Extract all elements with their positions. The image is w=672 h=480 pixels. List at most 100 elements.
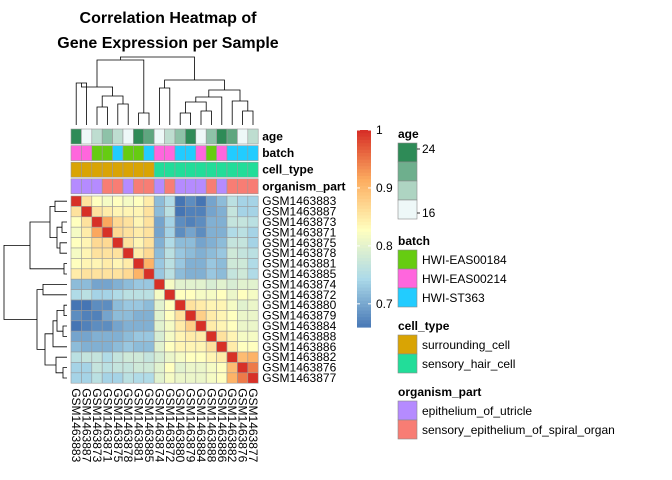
row-label: GSM1463880 xyxy=(262,298,336,312)
annotation-cell-batch xyxy=(143,145,155,161)
heatmap-cell xyxy=(101,206,113,218)
legend-label-batch: HWI-ST363 xyxy=(422,291,485,305)
annotation-cell-organism-part xyxy=(153,178,165,195)
heatmap-cell xyxy=(81,216,93,228)
color-scale-segment xyxy=(357,281,371,285)
heatmap-cell xyxy=(226,195,238,207)
heatmap-cell xyxy=(101,330,113,342)
legend-title-batch: batch xyxy=(398,234,430,248)
heatmap-cell xyxy=(91,278,103,290)
color-scale-segment xyxy=(357,297,371,302)
row-label: GSM1463882 xyxy=(262,350,336,364)
heatmap-cell xyxy=(101,278,113,290)
heatmap-cell xyxy=(164,237,176,249)
annotation-cell-age xyxy=(70,128,82,145)
heatmap-cell xyxy=(216,330,228,342)
legend-label-organism-part: epithelium_of_utricle xyxy=(422,404,532,418)
dendrogram-branch xyxy=(42,284,67,296)
annotation-cell-cell-type xyxy=(91,161,103,178)
color-scale-segment xyxy=(357,310,371,315)
heatmap-cell xyxy=(101,247,113,259)
heatmap-cell xyxy=(226,299,238,311)
heatmap-cell xyxy=(133,289,145,301)
heatmap-cell xyxy=(164,206,176,218)
row-label: GSM1463877 xyxy=(262,371,336,385)
heatmap-cell xyxy=(70,289,82,301)
annotation-cell-batch xyxy=(122,145,134,161)
heatmap-cell xyxy=(81,258,93,270)
heatmap-cell xyxy=(133,195,145,207)
color-scale-segment xyxy=(357,130,371,134)
heatmap-cell xyxy=(195,247,207,259)
column-label: GSM1463878 xyxy=(121,388,135,462)
heatmap-cell xyxy=(237,320,249,332)
legend-label-batch: HWI-EAS00214 xyxy=(422,272,507,286)
heatmap-cell xyxy=(185,226,197,238)
color-scale-segment xyxy=(357,304,371,308)
heatmap-cell xyxy=(164,372,176,384)
heatmap-cell xyxy=(216,258,228,270)
heatmap-cell xyxy=(133,351,145,363)
heatmap-cell xyxy=(174,299,186,311)
heatmap-cell xyxy=(112,320,124,332)
annotation-cell-age xyxy=(81,128,93,145)
heatmap-cell xyxy=(70,195,82,207)
heatmap-cell xyxy=(205,195,217,207)
color-scale-segment xyxy=(357,300,371,305)
heatmap-cell xyxy=(185,278,197,290)
heatmap-cell xyxy=(185,351,197,363)
color-scale-segment xyxy=(357,192,371,197)
chart-title-line-1: Correlation Heatmap of xyxy=(80,10,258,27)
heatmap-cell xyxy=(216,247,228,259)
heatmap-cell xyxy=(101,310,113,322)
heatmap-cell xyxy=(216,237,228,249)
color-scale-segment xyxy=(357,146,371,151)
annotation-cell-batch xyxy=(164,145,176,161)
heatmap-cell xyxy=(205,310,217,322)
annotation-cell-cell-type xyxy=(174,161,186,178)
color-scale-segment xyxy=(357,169,371,174)
color-scale-segment xyxy=(357,212,371,216)
annotation-cell-age xyxy=(174,128,186,145)
heatmap-cell xyxy=(226,206,238,218)
heatmap-cell xyxy=(205,320,217,332)
heatmap-cell xyxy=(70,330,82,342)
dendrogram-branch xyxy=(52,320,67,348)
heatmap-cell xyxy=(101,268,113,280)
column-label: GSM1463874 xyxy=(152,388,166,462)
annotation-cell-organism-part xyxy=(91,178,103,195)
heatmap-cell xyxy=(153,258,165,270)
heatmap-cell xyxy=(143,258,155,270)
heatmap-cell xyxy=(237,258,249,270)
heatmap-cell xyxy=(237,299,249,311)
dendrogram-branch xyxy=(62,367,67,379)
heatmap-cell xyxy=(143,372,155,384)
row-label: GSM1463884 xyxy=(262,319,336,333)
row-label: GSM1463887 xyxy=(262,205,336,219)
color-scale-legend: 0.7 0.8 0.9 1 xyxy=(357,123,393,328)
heatmap-cell xyxy=(81,351,93,363)
row-label: GSM1463873 xyxy=(262,215,336,229)
heatmap-cell xyxy=(81,299,93,311)
color-scale-segment xyxy=(357,264,371,269)
heatmap-cell xyxy=(91,351,103,363)
heatmap-cell xyxy=(153,237,165,249)
heatmap-cell xyxy=(216,310,228,322)
heatmap-cell xyxy=(205,341,217,353)
heatmap-cell xyxy=(174,289,186,301)
column-label: GSM1463880 xyxy=(173,388,187,462)
heatmap-cell xyxy=(174,341,186,353)
dendrogram-branch xyxy=(54,200,67,212)
color-scale-segment xyxy=(357,261,371,266)
dendrogram-branch xyxy=(63,263,67,275)
heatmap-cell xyxy=(153,330,165,342)
column-label: GSM1463876 xyxy=(236,388,250,462)
row-label: GSM1463878 xyxy=(262,246,336,260)
heatmap-cell xyxy=(205,237,217,249)
heatmap-cell xyxy=(237,289,249,301)
color-scale-segment xyxy=(357,317,371,322)
heatmap-cell xyxy=(70,258,82,270)
heatmap-cell xyxy=(205,299,217,311)
heatmap-cell xyxy=(226,289,238,301)
heatmap-cell xyxy=(226,341,238,353)
